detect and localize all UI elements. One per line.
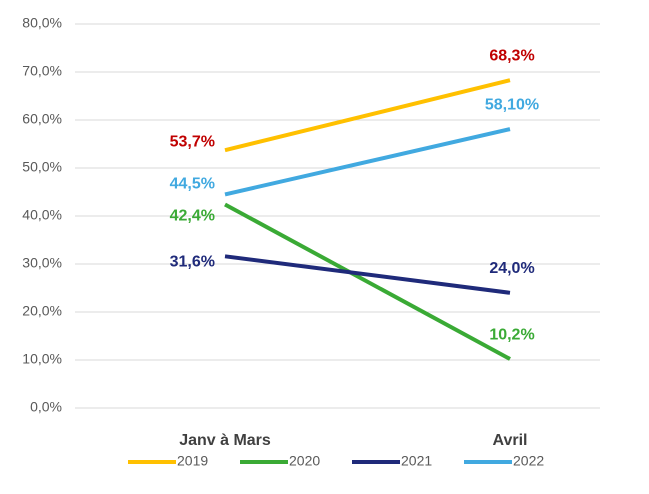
data-label: 10,2% <box>489 326 534 343</box>
series-line <box>224 202 511 361</box>
series-line <box>224 254 511 295</box>
y-tick-label: 60,0% <box>22 111 62 127</box>
series-line <box>224 127 511 197</box>
legend-label: 2020 <box>289 453 320 469</box>
data-label: 68,3% <box>489 47 534 64</box>
y-tick-label: 20,0% <box>22 303 62 319</box>
data-label: 53,7% <box>170 133 215 150</box>
legend-label: 2019 <box>177 453 208 469</box>
y-tick-label: 80,0% <box>22 15 62 31</box>
y-tick-label: 70,0% <box>22 63 62 79</box>
data-label: 58,10% <box>485 96 539 113</box>
legend-label: 2022 <box>513 453 544 469</box>
y-tick-label: 0,0% <box>30 399 62 415</box>
legend-label: 2021 <box>401 453 432 469</box>
y-tick-label: 50,0% <box>22 159 62 175</box>
series-line <box>224 78 511 153</box>
data-label: 31,6% <box>170 254 215 271</box>
y-tick-label: 30,0% <box>22 255 62 271</box>
x-tick-label: Janv à Mars <box>179 432 271 449</box>
y-tick-label: 40,0% <box>22 207 62 223</box>
y-tick-label: 10,0% <box>22 351 62 367</box>
x-tick-label: Avril <box>493 432 528 449</box>
data-label: 42,4% <box>170 208 215 225</box>
data-label: 44,5% <box>170 176 215 193</box>
data-label: 24,0% <box>489 260 534 277</box>
